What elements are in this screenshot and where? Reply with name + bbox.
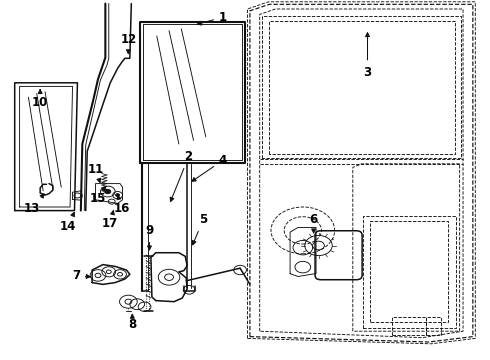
- Text: 12: 12: [120, 33, 137, 54]
- Text: 4: 4: [192, 154, 227, 181]
- Text: 8: 8: [128, 314, 136, 331]
- Circle shape: [105, 189, 111, 194]
- Text: 6: 6: [310, 213, 318, 233]
- Text: 16: 16: [113, 195, 130, 215]
- Text: 5: 5: [193, 213, 207, 245]
- Text: 14: 14: [59, 212, 76, 233]
- Text: 11: 11: [87, 163, 104, 183]
- Text: 3: 3: [364, 33, 371, 78]
- Text: 10: 10: [32, 90, 49, 109]
- Text: 2: 2: [170, 150, 193, 202]
- Text: 1: 1: [197, 11, 227, 25]
- Text: 9: 9: [146, 224, 153, 250]
- Text: 7: 7: [72, 269, 90, 282]
- Text: 17: 17: [102, 211, 119, 230]
- Text: 13: 13: [24, 194, 44, 215]
- Text: 15: 15: [90, 186, 106, 204]
- Circle shape: [116, 194, 120, 197]
